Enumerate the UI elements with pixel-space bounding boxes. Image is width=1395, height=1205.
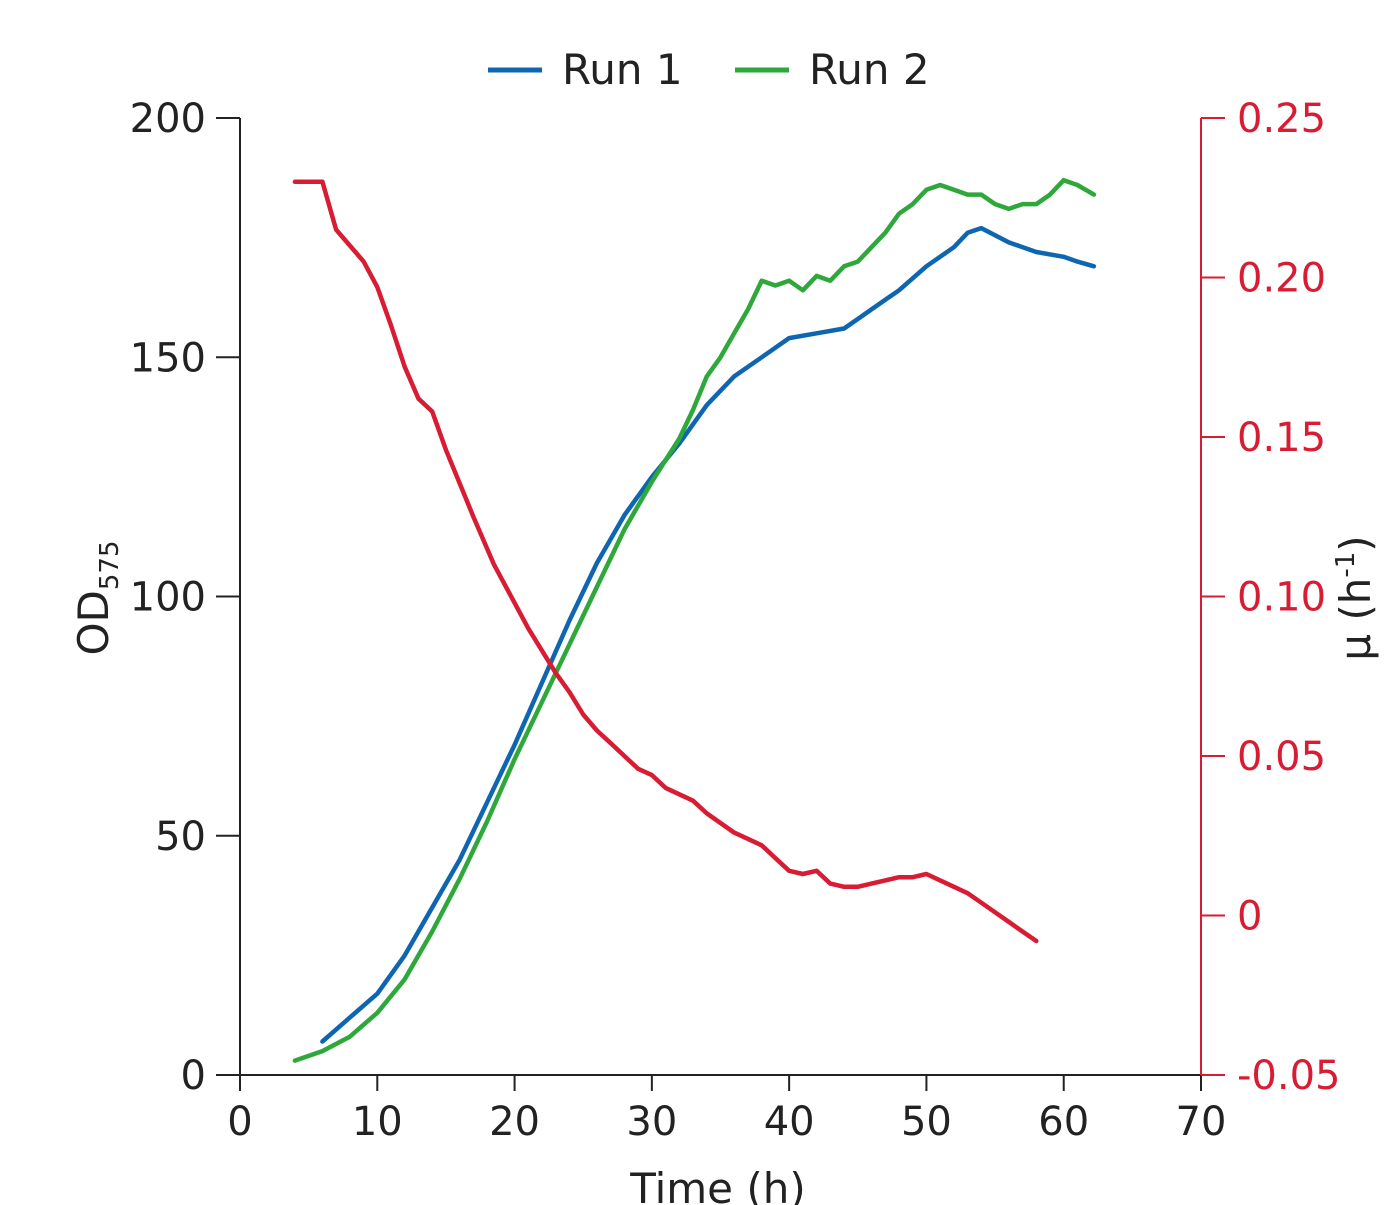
legend-label-run-2: Run 2 xyxy=(809,45,930,94)
x-tick-label: 20 xyxy=(489,1099,540,1145)
series-line-run-1 xyxy=(320,225,1097,1044)
x-tick-label: 40 xyxy=(764,1099,815,1145)
x-tick-label: 60 xyxy=(1038,1099,1089,1145)
series-line-growth-rate xyxy=(292,179,1039,944)
y-tick-label: 50 xyxy=(155,814,206,860)
x-tick-label: 30 xyxy=(626,1099,677,1145)
series-layer xyxy=(292,177,1097,1063)
x-tick-label: 70 xyxy=(1176,1099,1227,1145)
y-tick-label: 200 xyxy=(130,96,206,142)
x-tick-label: 10 xyxy=(352,1099,403,1145)
y2-axis-title-close: ) xyxy=(1331,535,1380,551)
y2-tick-label: 0.25 xyxy=(1237,96,1326,142)
y-tick-label: 100 xyxy=(130,575,206,621)
legend-label-run-1: Run 1 xyxy=(562,45,683,94)
y2-tick-label: 0.10 xyxy=(1237,575,1326,621)
y2-tick-label: 0.20 xyxy=(1237,256,1326,302)
y2-tick-label: 0.15 xyxy=(1237,415,1326,461)
series-line-run-2 xyxy=(292,177,1097,1063)
y2-tick-label: 0.05 xyxy=(1237,734,1326,780)
y2-axis-title-superscript: -1 xyxy=(1331,552,1361,578)
y-tick-label: 150 xyxy=(130,335,206,381)
x-tick-label: 0 xyxy=(227,1099,252,1145)
y-tick-label: 0 xyxy=(181,1053,206,1099)
x-axis-title: Time (h) xyxy=(629,1164,806,1205)
axes: 0 10 20 30 40 50 60 70 0 50 100 150 200 -0.05 0 0.05 0.1… xyxy=(130,96,1341,1145)
legend: Run 1 Run 2 xyxy=(488,45,930,94)
y2-axis-title: μ (h-1) xyxy=(1331,535,1380,660)
x-tick-label: 50 xyxy=(901,1099,952,1145)
y-axis-title: OD575 xyxy=(69,540,125,655)
y-axis-title-main: OD xyxy=(69,590,118,655)
y2-tick-label: -0.05 xyxy=(1237,1053,1341,1099)
y2-tick-label: 0 xyxy=(1237,894,1262,940)
y-axis-title-subscript: 575 xyxy=(95,540,125,590)
y2-axis-title-main: μ (h xyxy=(1331,578,1380,661)
